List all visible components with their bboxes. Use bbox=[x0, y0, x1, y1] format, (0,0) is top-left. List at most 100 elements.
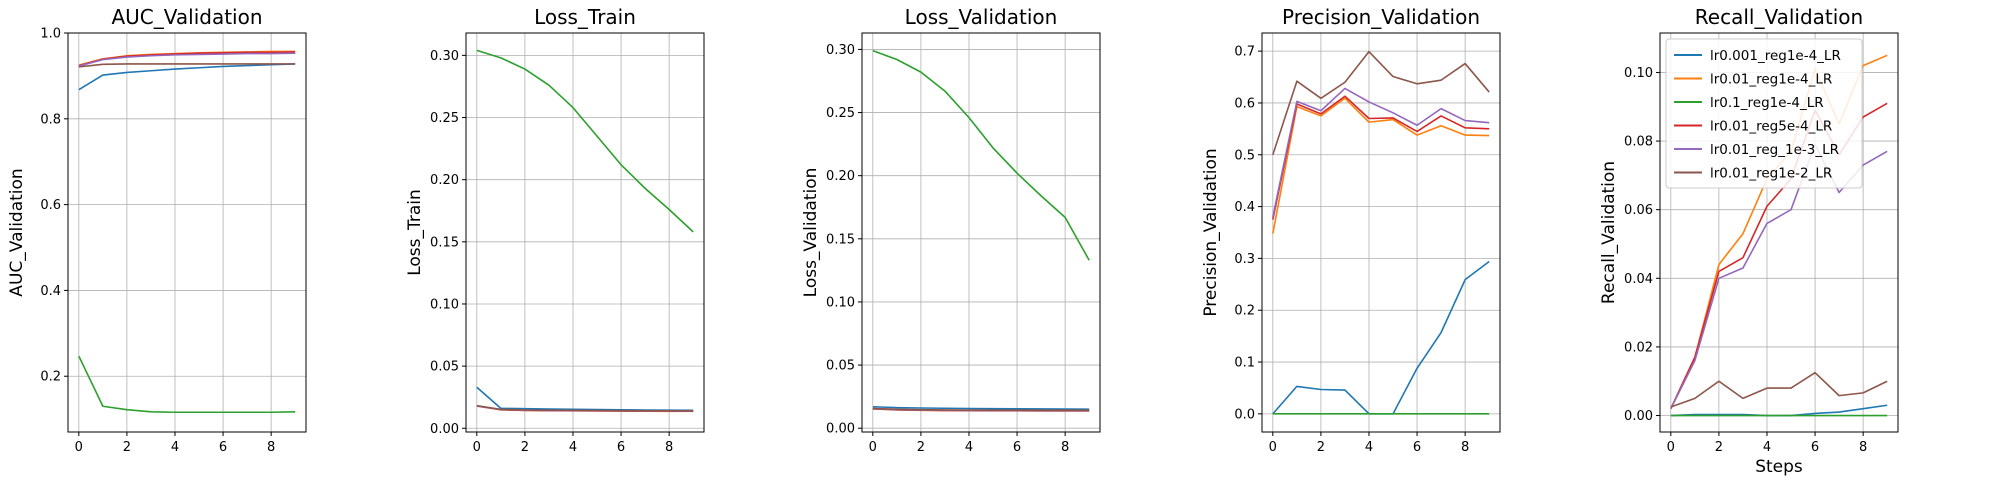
x-tick-label: 8 bbox=[665, 440, 673, 455]
y-tick-label: 0.15 bbox=[826, 232, 855, 247]
y-tick-label: 0.04 bbox=[1624, 272, 1653, 287]
y-tick-label: 0.25 bbox=[430, 111, 459, 126]
plot-frame bbox=[1659, 32, 1899, 433]
chart-title: AUC_Validation bbox=[111, 5, 262, 29]
y-tick-label: 0.7 bbox=[1234, 45, 1255, 60]
y-tick-label: 0.3 bbox=[1234, 252, 1255, 267]
y-tick-label: 0.00 bbox=[430, 422, 459, 437]
y-tick-label: 1.0 bbox=[40, 27, 61, 42]
series-line-lr0-001-reg1e-4-lr bbox=[1670, 404, 1888, 417]
legend-box bbox=[1665, 38, 1863, 189]
x-tick-label: 0 bbox=[75, 440, 83, 455]
x-tick-label: 6 bbox=[617, 440, 625, 455]
chart-title: Loss_Train bbox=[534, 5, 636, 29]
chart-panel-precision-validation: 0 2 4 6 8 0.0 0.1 0.2 0.3 0.4 0.5 0.6 0.7 Precision_V… bbox=[1201, 5, 1501, 455]
y-tick-label: 0.5 bbox=[1234, 148, 1255, 163]
y-axis-label: Precision_Validation bbox=[1201, 148, 1221, 316]
x-tick-label: 8 bbox=[267, 440, 275, 455]
series-line-lr0-01-reg1e-2-lr bbox=[872, 407, 1090, 412]
legend-label: lr0.01_reg1e-4_LR bbox=[1710, 72, 1832, 88]
y-tick-label: 0.00 bbox=[826, 422, 855, 437]
y-axis-label: Loss_Train bbox=[405, 189, 425, 276]
chart-title: Recall_Validation bbox=[1695, 5, 1863, 29]
x-tick-label: 0 bbox=[473, 440, 481, 455]
y-tick-label: 0.30 bbox=[826, 43, 855, 58]
series-line-lr0-01-reg1e-2-lr bbox=[78, 63, 296, 68]
legend-label: lr0.01_reg_1e-3_LR bbox=[1710, 142, 1839, 158]
y-tick-label: 0.05 bbox=[430, 360, 459, 375]
series-line-lr0-01-reg1e-2-lr bbox=[1670, 371, 1888, 408]
y-tick-label: 0.25 bbox=[826, 106, 855, 121]
y-tick-label: 0.2 bbox=[40, 370, 61, 385]
y-tick-label: 0.10 bbox=[430, 297, 459, 312]
plot-frame bbox=[67, 32, 307, 433]
x-tick-label: 8 bbox=[1859, 440, 1867, 455]
series-line-lr0-01-reg-1e-3-lr bbox=[1272, 87, 1490, 218]
y-tick-label: 0.6 bbox=[40, 198, 61, 213]
plot-frame bbox=[1261, 32, 1501, 433]
y-axis-label: Recall_Validation bbox=[1599, 161, 1619, 304]
legend-label: lr0.01_reg1e-2_LR bbox=[1710, 166, 1832, 182]
plot-frame bbox=[861, 32, 1101, 433]
x-tick-label: 4 bbox=[569, 440, 577, 455]
y-tick-label: 0.30 bbox=[430, 49, 459, 64]
y-tick-label: 0.02 bbox=[1624, 340, 1653, 355]
x-tick-label: 0 bbox=[869, 440, 877, 455]
x-tick-label: 6 bbox=[219, 440, 227, 455]
series-line-lr0-01-reg1e-4-lr bbox=[1272, 97, 1490, 234]
y-tick-label: 0.08 bbox=[1624, 135, 1653, 150]
x-tick-label: 6 bbox=[1013, 440, 1021, 455]
chart-title: Precision_Validation bbox=[1282, 5, 1480, 29]
y-tick-label: 0.8 bbox=[40, 112, 61, 127]
series-line-lr0-01-reg1e-2-lr bbox=[476, 404, 694, 412]
x-tick-label: 0 bbox=[1269, 440, 1277, 455]
series-line-lr0-1-reg1e-4-lr bbox=[872, 49, 1090, 261]
y-tick-label: 0.20 bbox=[430, 173, 459, 188]
series-line-lr0-1-reg1e-4-lr bbox=[476, 49, 694, 233]
series-line-lr0-001-reg1e-4-lr bbox=[78, 63, 296, 91]
x-tick-label: 8 bbox=[1061, 440, 1069, 455]
y-axis-label: AUC_Validation bbox=[7, 168, 27, 296]
legend: lr0.001_reg1e-4_LR lr0.01_reg1e-4_LR lr0.1… bbox=[1665, 38, 1863, 189]
y-tick-label: 0.4 bbox=[1234, 200, 1255, 215]
x-tick-label: 2 bbox=[917, 440, 925, 455]
series-line-lr0-01-reg-1e-3-lr bbox=[78, 52, 296, 67]
x-tick-label: 6 bbox=[1811, 440, 1819, 455]
x-tick-label: 6 bbox=[1413, 440, 1421, 455]
y-tick-label: 0.10 bbox=[1624, 66, 1653, 81]
x-tick-label: 0 bbox=[1667, 440, 1675, 455]
legend-label: lr0.1_reg1e-4_LR bbox=[1710, 95, 1824, 111]
series-line-lr0-1-reg1e-4-lr bbox=[78, 355, 296, 414]
chart-panel-auc-validation: 0 2 4 6 8 0.2 0.4 0.6 0.8 1.0 AUC_Validation AUC_Va… bbox=[7, 5, 307, 455]
y-axis-label: Loss_Validation bbox=[801, 168, 821, 298]
x-tick-label: 2 bbox=[521, 440, 529, 455]
chart-panel-loss-train: 0 2 4 6 8 0.00 0.05 0.10 0.15 0.20 0.25 0.30 Loss_Tr… bbox=[405, 5, 705, 455]
series-line-lr0-001-reg1e-4-lr bbox=[872, 405, 1090, 410]
y-tick-label: 0.4 bbox=[40, 284, 61, 299]
x-tick-label: 4 bbox=[965, 440, 973, 455]
y-tick-label: 0.05 bbox=[826, 359, 855, 374]
plot-frame bbox=[465, 32, 705, 433]
series-line-lr0-001-reg1e-4-lr bbox=[1272, 260, 1490, 415]
y-tick-label: 0.1 bbox=[1234, 356, 1255, 371]
series-line-lr0-001-reg1e-4-lr bbox=[476, 386, 694, 412]
x-tick-label: 2 bbox=[123, 440, 131, 455]
x-tick-label: 4 bbox=[171, 440, 179, 455]
x-tick-label: 8 bbox=[1461, 440, 1469, 455]
y-tick-label: 0.6 bbox=[1234, 96, 1255, 111]
x-tick-label: 2 bbox=[1317, 440, 1325, 455]
x-tick-label: 2 bbox=[1715, 440, 1723, 455]
legend-label: lr0.001_reg1e-4_LR bbox=[1710, 48, 1841, 64]
y-tick-label: 0.10 bbox=[826, 295, 855, 310]
chart-panel-loss-validation: 0 2 4 6 8 0.00 0.05 0.10 0.15 0.20 0.25 0.30 Loss_Va… bbox=[801, 5, 1101, 455]
y-tick-label: 0.06 bbox=[1624, 203, 1653, 218]
x-tick-label: 4 bbox=[1763, 440, 1771, 455]
y-tick-label: 0.00 bbox=[1624, 409, 1653, 424]
series-line-lr0-01-reg1e-2-lr bbox=[1272, 50, 1490, 156]
series-line-lr0-01-reg5e-4-lr bbox=[1272, 95, 1490, 220]
y-tick-label: 0.20 bbox=[826, 169, 855, 184]
y-tick-label: 0.2 bbox=[1234, 304, 1255, 319]
y-tick-label: 0.15 bbox=[430, 235, 459, 250]
chart-panel-recall-validation: 0 2 4 6 8 0.00 0.02 0.04 0.06 0.08 0.10 Recall_Vali… bbox=[1599, 5, 1899, 477]
